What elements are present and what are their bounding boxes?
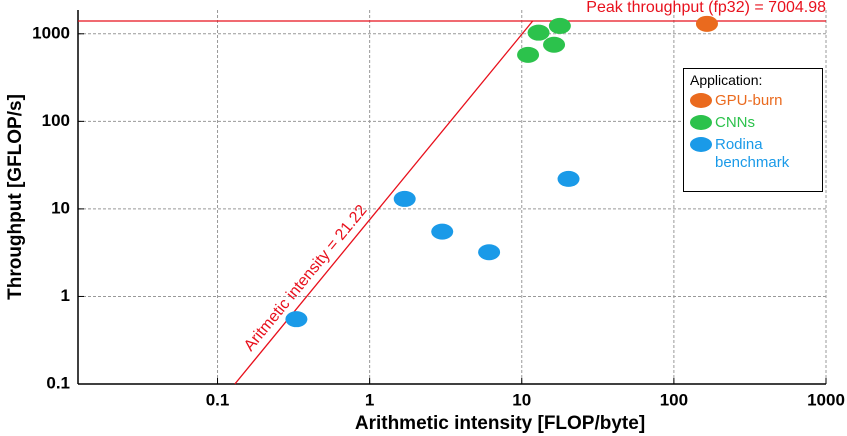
y-tick-label: 100 bbox=[42, 111, 70, 130]
x-axis-title: Arithmetic intensity [FLOP/byte] bbox=[355, 413, 645, 434]
data-point bbox=[517, 46, 540, 63]
data-point bbox=[557, 170, 580, 187]
legend: Application: GPU-burn CNNs Rodina benchmar… bbox=[683, 68, 823, 192]
legend-item: Rodina benchmark bbox=[690, 136, 816, 172]
roofline bbox=[234, 20, 534, 385]
y-tick-label: 1000 bbox=[32, 23, 70, 42]
legend-label: GPU-burn bbox=[715, 92, 783, 109]
legend-label: CNNs bbox=[715, 114, 755, 131]
data-point bbox=[695, 15, 718, 32]
x-tick-label: 10 bbox=[512, 390, 531, 409]
legend-marker bbox=[690, 115, 712, 130]
annotation: Aritmetic intensity = 21.22 bbox=[241, 202, 371, 355]
data-point bbox=[543, 36, 566, 53]
legend-title: Application: bbox=[690, 72, 763, 88]
data-point bbox=[478, 244, 501, 261]
legend-marker bbox=[690, 93, 712, 108]
legend-item: GPU-burn bbox=[690, 92, 816, 110]
data-point bbox=[285, 311, 308, 328]
x-tick-label: 100 bbox=[660, 390, 688, 409]
x-tick-label: 1000 bbox=[807, 390, 845, 409]
annotation: Peak throughput (fp32) = 7004.98 bbox=[586, 0, 826, 16]
x-tick-label: 1 bbox=[365, 390, 374, 409]
legend-item: CNNs bbox=[690, 114, 816, 132]
legend-label: Rodina benchmark bbox=[715, 136, 790, 171]
y-axis-title: Throughput [GFLOP/s] bbox=[5, 94, 26, 300]
data-point bbox=[393, 190, 416, 207]
data-point bbox=[527, 24, 550, 41]
y-tick-label: 1 bbox=[61, 286, 70, 305]
y-tick-label: 0.1 bbox=[46, 373, 70, 392]
legend-marker bbox=[690, 137, 712, 152]
data-point bbox=[548, 17, 571, 34]
y-tick-label: 10 bbox=[51, 198, 70, 217]
x-tick-label: 0.1 bbox=[206, 390, 230, 409]
data-point bbox=[431, 223, 454, 240]
